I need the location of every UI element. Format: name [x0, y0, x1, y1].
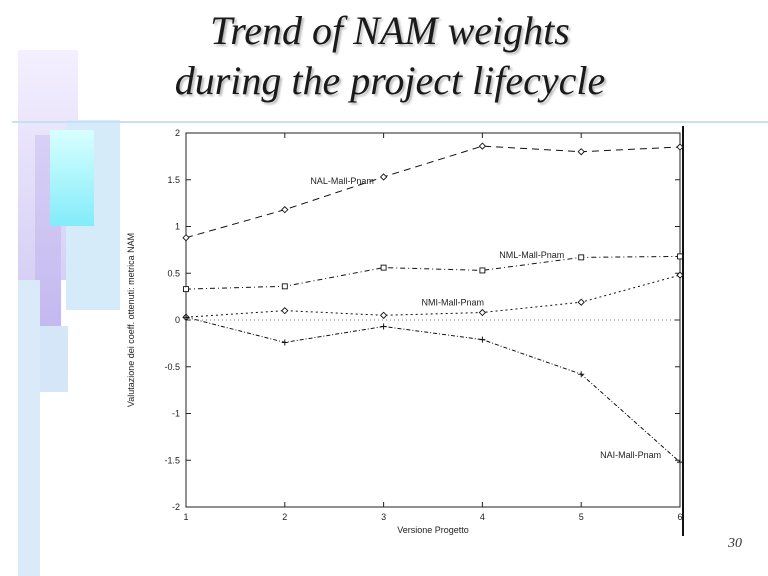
data-point: [380, 264, 387, 271]
y-tick-label: 1: [175, 222, 180, 232]
data-point: [183, 314, 189, 321]
series-line-nal-mall-pnam: [185, 145, 681, 239]
x-tick-label: 1: [183, 512, 188, 522]
y-tick-label: 1.5: [167, 175, 180, 185]
series-annotation: NML-Mall-Pnam: [499, 250, 564, 260]
y-tick-label: -2: [172, 502, 180, 512]
x-tick-label: 5: [579, 512, 584, 522]
x-tick-label: 6: [677, 512, 682, 522]
y-tick-label: 0: [175, 315, 180, 325]
slide-title-line-1: Trend of NAM weights: [210, 8, 570, 53]
x-tick-label: 4: [480, 512, 485, 522]
data-point: [577, 148, 585, 156]
x-axis-label: Versione Progetto: [397, 525, 469, 535]
data-point: [676, 271, 684, 279]
data-point: [379, 311, 388, 319]
data-point: [578, 254, 585, 261]
y-tick-label: -0.5: [164, 362, 180, 372]
title-divider: [12, 121, 768, 123]
data-point: [479, 267, 486, 274]
data-point: [281, 206, 289, 214]
series-line-nml-mall-pnam: [185, 255, 681, 290]
data-point: [677, 459, 683, 466]
data-point: [577, 298, 585, 306]
y-tick-label: -1: [172, 409, 180, 419]
data-point: [281, 339, 288, 346]
series-annotation: NAI-Mall-Pnam: [600, 450, 661, 460]
series-annotation: NAL-Mall-Pnam: [310, 176, 374, 186]
data-point: [677, 253, 683, 260]
y-tick-label: 2: [175, 128, 180, 138]
decor-bar-left: [18, 280, 40, 576]
x-tick-label: 3: [381, 512, 386, 522]
data-point: [578, 371, 585, 378]
slide-title-line-2: during the project lifecycle: [174, 58, 606, 103]
data-point: [182, 234, 190, 242]
y-axis-label: Valutazione dei coeff. ottenuti: metrica…: [126, 233, 136, 407]
data-point: [676, 143, 684, 151]
data-point: [478, 308, 487, 317]
data-point: [281, 283, 288, 290]
page-number: 30: [728, 536, 742, 551]
y-tick-label: -1.5: [164, 455, 180, 465]
data-point: [479, 336, 486, 343]
y-tick-label: 0.5: [167, 268, 180, 278]
slide-title: Trend of NAM weights during the project …: [100, 6, 680, 106]
decor-bar-blue: [40, 326, 68, 392]
series-line-nai-mall-pnam: [185, 316, 681, 463]
data-point: [183, 286, 189, 293]
plot-frame: [185, 132, 681, 508]
x-tick-label: 2: [282, 512, 287, 522]
data-point: [380, 323, 387, 330]
series-annotation: NMI-Mall-Pnam: [422, 297, 485, 307]
data-point: [478, 142, 487, 150]
data-point: [379, 173, 388, 181]
decor-bar-cyan: [50, 130, 94, 226]
data-point: [281, 307, 289, 315]
